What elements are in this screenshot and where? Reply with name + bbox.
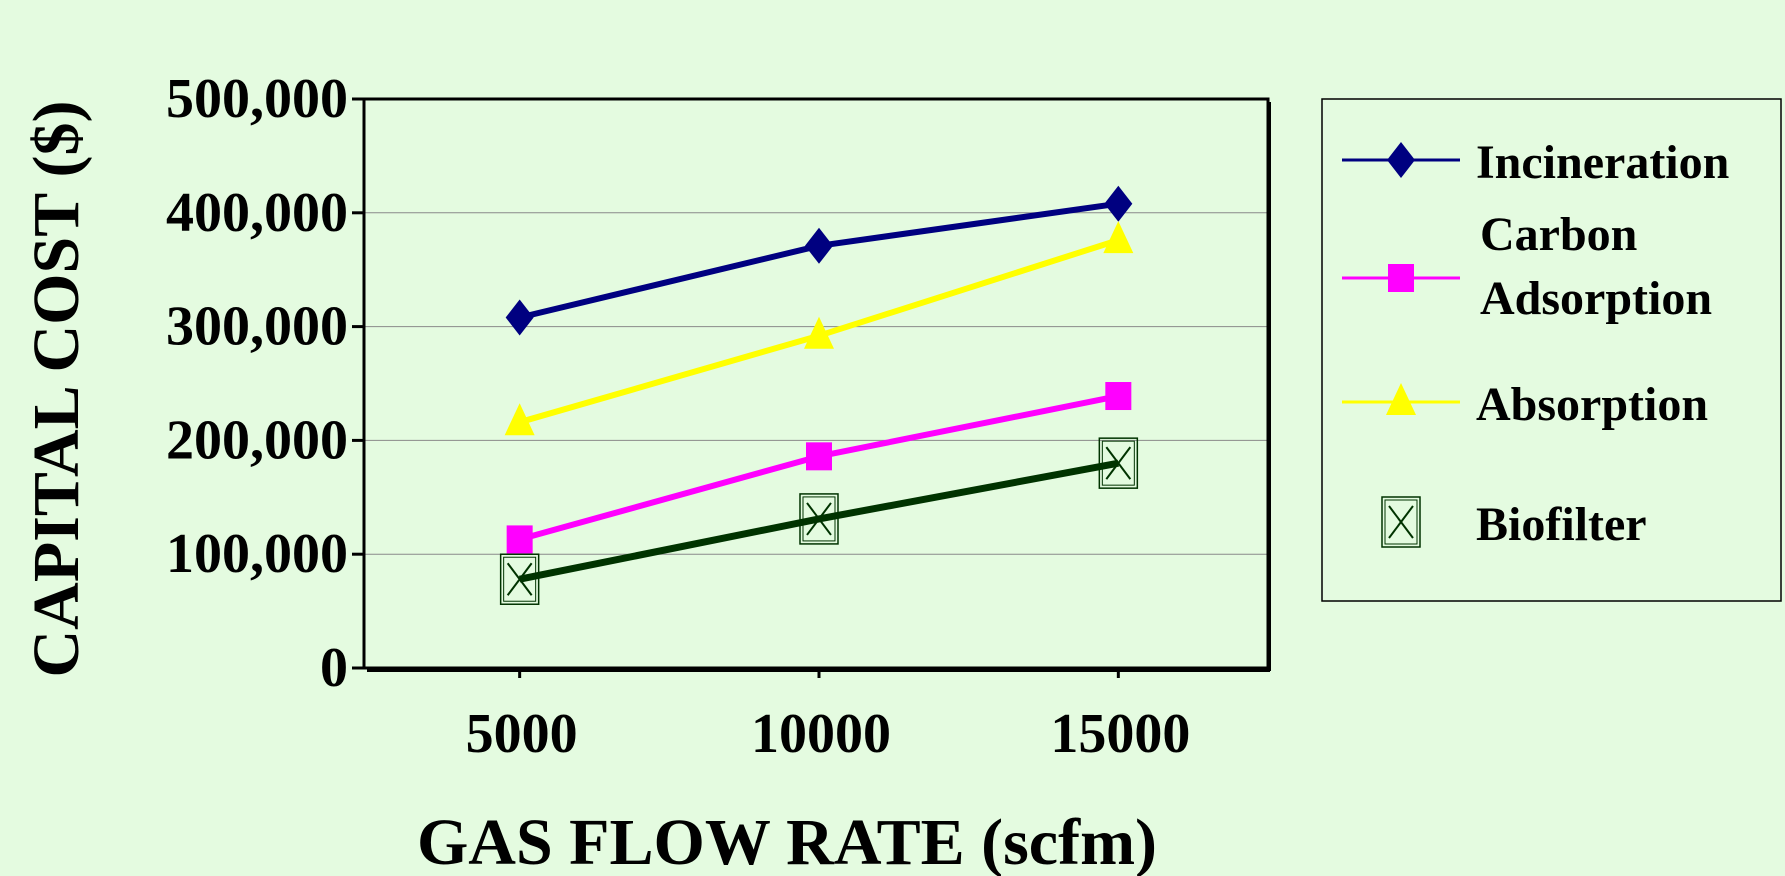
legend-label-carbon-adsorption: Carbon <box>1480 208 1637 261</box>
data-point-biofilter-box <box>1098 437 1139 489</box>
x-axis-title: GAS FLOW RATE (scfm) <box>417 806 1157 876</box>
series-layer <box>499 185 1139 605</box>
data-point-absorption <box>504 403 535 436</box>
data-point-biofilter-inner-box <box>802 496 836 542</box>
legend-label-carbon-adsorption: Adsorption <box>1480 272 1712 325</box>
legend-item-incineration: Incineration <box>1342 136 1729 189</box>
y-axis-ticks: 0 100,000 200,000 300,000 400,000 500,000 <box>166 68 364 699</box>
legend-marker-biofilter-inner-box <box>1384 499 1418 545</box>
legend-marker-carbon-adsorption <box>1388 264 1414 292</box>
data-point-incineration <box>804 227 833 264</box>
data-point-biofilter-box <box>799 493 839 545</box>
data-point-carbon-adsorption <box>1105 382 1132 411</box>
data-point-incineration <box>505 299 534 336</box>
legend-item-absorption: Absorption <box>1342 378 1708 431</box>
data-point-absorption <box>803 316 834 349</box>
data-point-biofilter-inner-box <box>503 556 537 602</box>
y-tick-label: 0 <box>320 637 348 699</box>
data-point-biofilter-x-stroke <box>506 562 533 596</box>
x-tick-label: 15000 <box>1050 703 1190 765</box>
data-point-biofilter <box>499 553 540 605</box>
data-point-biofilter-x-stroke <box>806 502 832 536</box>
data-point-biofilter <box>1098 437 1139 489</box>
data-point-carbon-adsorption <box>506 525 533 554</box>
legend-label-absorption: Absorption <box>1476 378 1708 431</box>
y-tick-label: 400,000 <box>166 182 348 244</box>
legend-marker-incineration <box>1387 142 1415 178</box>
legend-item-biofilter: Biofilter <box>1381 496 1647 551</box>
x-axis-ticks: 5000 10000 15000 <box>466 668 1190 765</box>
x-tick-label: 10000 <box>751 703 891 765</box>
data-point-biofilter <box>799 493 839 545</box>
data-point-absorption <box>1103 221 1134 254</box>
legend-marker-biofilter <box>1381 496 1421 548</box>
legend-label-biofilter: Biofilter <box>1476 498 1647 551</box>
y-tick-label: 500,000 <box>166 68 348 130</box>
y-tick-label: 100,000 <box>166 523 348 585</box>
series-biofilter <box>499 437 1139 605</box>
data-point-biofilter-x-stroke <box>1105 446 1132 480</box>
data-point-incineration <box>1104 185 1133 222</box>
y-tick-label: 300,000 <box>166 296 348 358</box>
data-point-biofilter-inner-box <box>1101 440 1135 486</box>
x-tick-label: 5000 <box>466 703 578 765</box>
legend: Incineration Carbon Adsorption Absorption Bi… <box>1321 98 1782 602</box>
series-carbon-adsorption <box>506 382 1132 554</box>
y-tick-label: 200,000 <box>166 409 348 471</box>
series-absorption <box>504 221 1134 436</box>
series-incineration <box>505 185 1133 336</box>
legend-marker-biofilter-x-stroke <box>1388 505 1414 539</box>
legend-marker-biofilter-box <box>1381 496 1421 548</box>
data-point-carbon-adsorption <box>805 442 832 471</box>
legend-label-incineration: Incineration <box>1476 136 1729 189</box>
y-axis-title: CAPITAL COST ($) <box>20 101 93 678</box>
legend-item-carbon-adsorption: Carbon Adsorption <box>1342 208 1712 325</box>
legend-items: Incineration Carbon Adsorption Absorption Bi… <box>1342 136 1729 551</box>
data-point-biofilter-box <box>499 553 540 605</box>
legend-marker-absorption <box>1386 383 1416 415</box>
